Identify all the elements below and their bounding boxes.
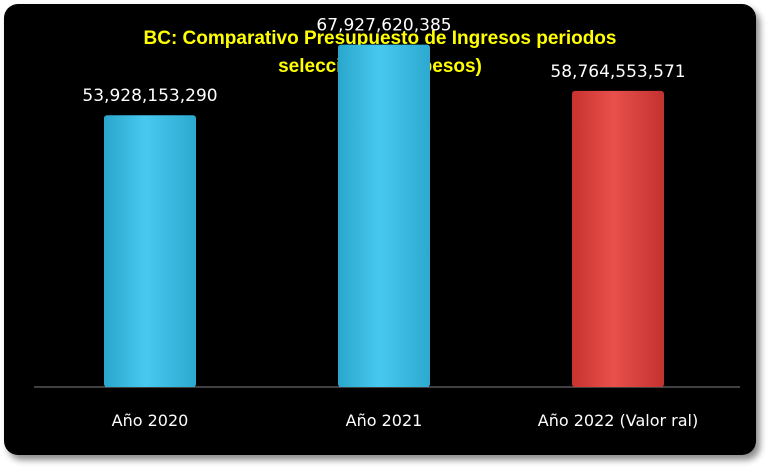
bar-2 [338, 44, 430, 388]
data-label-1: 53,928,153,290 [82, 86, 217, 106]
bar-chart: BC: Comparativo Presupuesto de Ingresos … [34, 16, 740, 430]
category-label-3: Año 2022 (Valor ral) [538, 411, 698, 430]
category-label-2: Año 2021 [346, 411, 423, 430]
bar-3 [572, 90, 664, 388]
category-label-1: Año 2020 [112, 411, 189, 430]
bar-1 [104, 115, 196, 387]
data-label-2: 67,927,620,385 [316, 16, 451, 36]
chart-frame: BC: Comparativo Presupuesto de Ingresos … [4, 4, 756, 455]
data-label-3: 58,764,553,571 [550, 62, 685, 82]
chart-title-line1: BC: Comparativo Presupuesto de Ingresos … [144, 28, 617, 49]
